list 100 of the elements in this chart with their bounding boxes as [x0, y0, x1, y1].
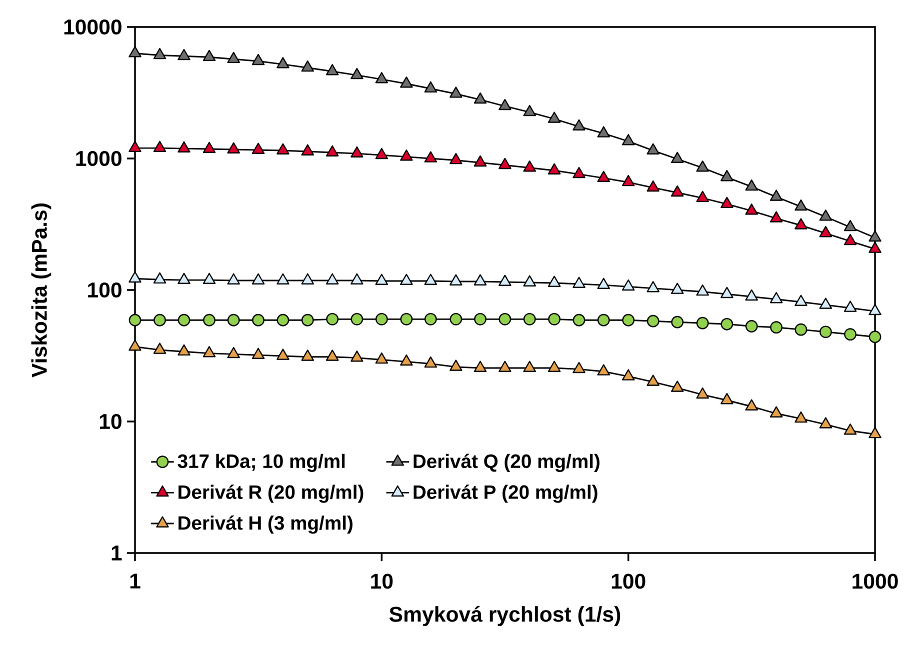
point — [375, 274, 388, 285]
point — [572, 276, 586, 288]
point — [178, 344, 190, 356]
point — [720, 286, 734, 298]
x-tick-label: 100 — [612, 574, 646, 589]
point — [128, 46, 142, 58]
point — [128, 271, 142, 283]
point — [450, 152, 462, 164]
y-tick-label: 1 — [112, 546, 122, 560]
point — [819, 417, 832, 428]
x-tick-label: 10 — [371, 574, 393, 589]
point — [178, 314, 190, 326]
point — [474, 312, 486, 326]
point — [375, 312, 388, 326]
point — [670, 380, 684, 392]
point — [128, 314, 142, 326]
point — [720, 196, 734, 208]
point — [400, 150, 413, 161]
point — [646, 314, 660, 328]
point — [400, 274, 413, 285]
point — [523, 104, 536, 116]
point — [572, 119, 586, 130]
point — [350, 273, 364, 284]
point — [400, 354, 413, 366]
point — [153, 140, 166, 152]
point — [622, 279, 635, 291]
point — [548, 276, 561, 287]
y-tick-label: 10000 — [64, 19, 122, 35]
point — [350, 312, 364, 326]
point — [202, 50, 216, 62]
point — [819, 298, 832, 309]
point — [696, 190, 709, 202]
point — [326, 273, 339, 284]
point — [326, 350, 339, 361]
point — [844, 424, 857, 435]
point — [450, 312, 462, 326]
point — [523, 312, 536, 326]
point — [770, 190, 783, 201]
point — [128, 340, 142, 351]
point — [670, 282, 684, 294]
point — [794, 199, 808, 211]
point — [696, 160, 709, 172]
point — [424, 151, 438, 162]
point — [252, 54, 265, 66]
point — [794, 323, 808, 336]
point — [622, 134, 635, 146]
point — [498, 98, 512, 110]
point — [203, 314, 216, 326]
legend-label: Derivát R (20 mg/ml) — [178, 484, 364, 503]
point — [153, 48, 166, 60]
point — [301, 273, 314, 284]
point — [794, 294, 808, 306]
point — [474, 92, 487, 104]
point — [350, 68, 364, 80]
point — [670, 185, 684, 197]
x-tick-label: 1 — [130, 574, 140, 588]
point — [252, 273, 265, 284]
point — [326, 64, 339, 76]
point — [745, 289, 758, 301]
point — [498, 274, 512, 286]
point — [375, 148, 388, 160]
point — [252, 142, 265, 154]
point — [720, 318, 734, 330]
point — [252, 314, 264, 326]
point — [326, 145, 339, 156]
point — [227, 273, 240, 284]
point — [523, 160, 536, 172]
point — [276, 314, 290, 326]
point — [597, 364, 610, 376]
point — [424, 81, 438, 93]
point — [745, 320, 758, 332]
point — [276, 57, 290, 68]
point — [474, 274, 487, 286]
point — [276, 348, 290, 360]
point — [154, 314, 166, 326]
point — [597, 278, 610, 290]
point — [794, 411, 808, 423]
point — [301, 314, 314, 326]
point — [424, 356, 438, 368]
point — [696, 387, 709, 399]
legend-label: Derivát P (20 mg/ml) — [414, 484, 598, 503]
x-axis-title: Smyková rychlost (1/s) — [389, 606, 620, 626]
point — [498, 158, 512, 170]
point — [720, 170, 734, 182]
point — [868, 426, 882, 438]
point — [745, 399, 758, 410]
point — [474, 360, 487, 372]
point — [301, 144, 314, 156]
point — [646, 281, 660, 292]
point — [622, 174, 635, 186]
point — [375, 72, 388, 84]
legend-label: Derivát H (3 mg/ml) — [178, 515, 352, 534]
point — [276, 273, 290, 284]
point — [622, 369, 635, 380]
point — [375, 352, 388, 364]
point — [227, 142, 240, 154]
point — [720, 393, 734, 404]
point — [227, 314, 240, 326]
point — [523, 360, 536, 372]
point — [572, 314, 586, 326]
